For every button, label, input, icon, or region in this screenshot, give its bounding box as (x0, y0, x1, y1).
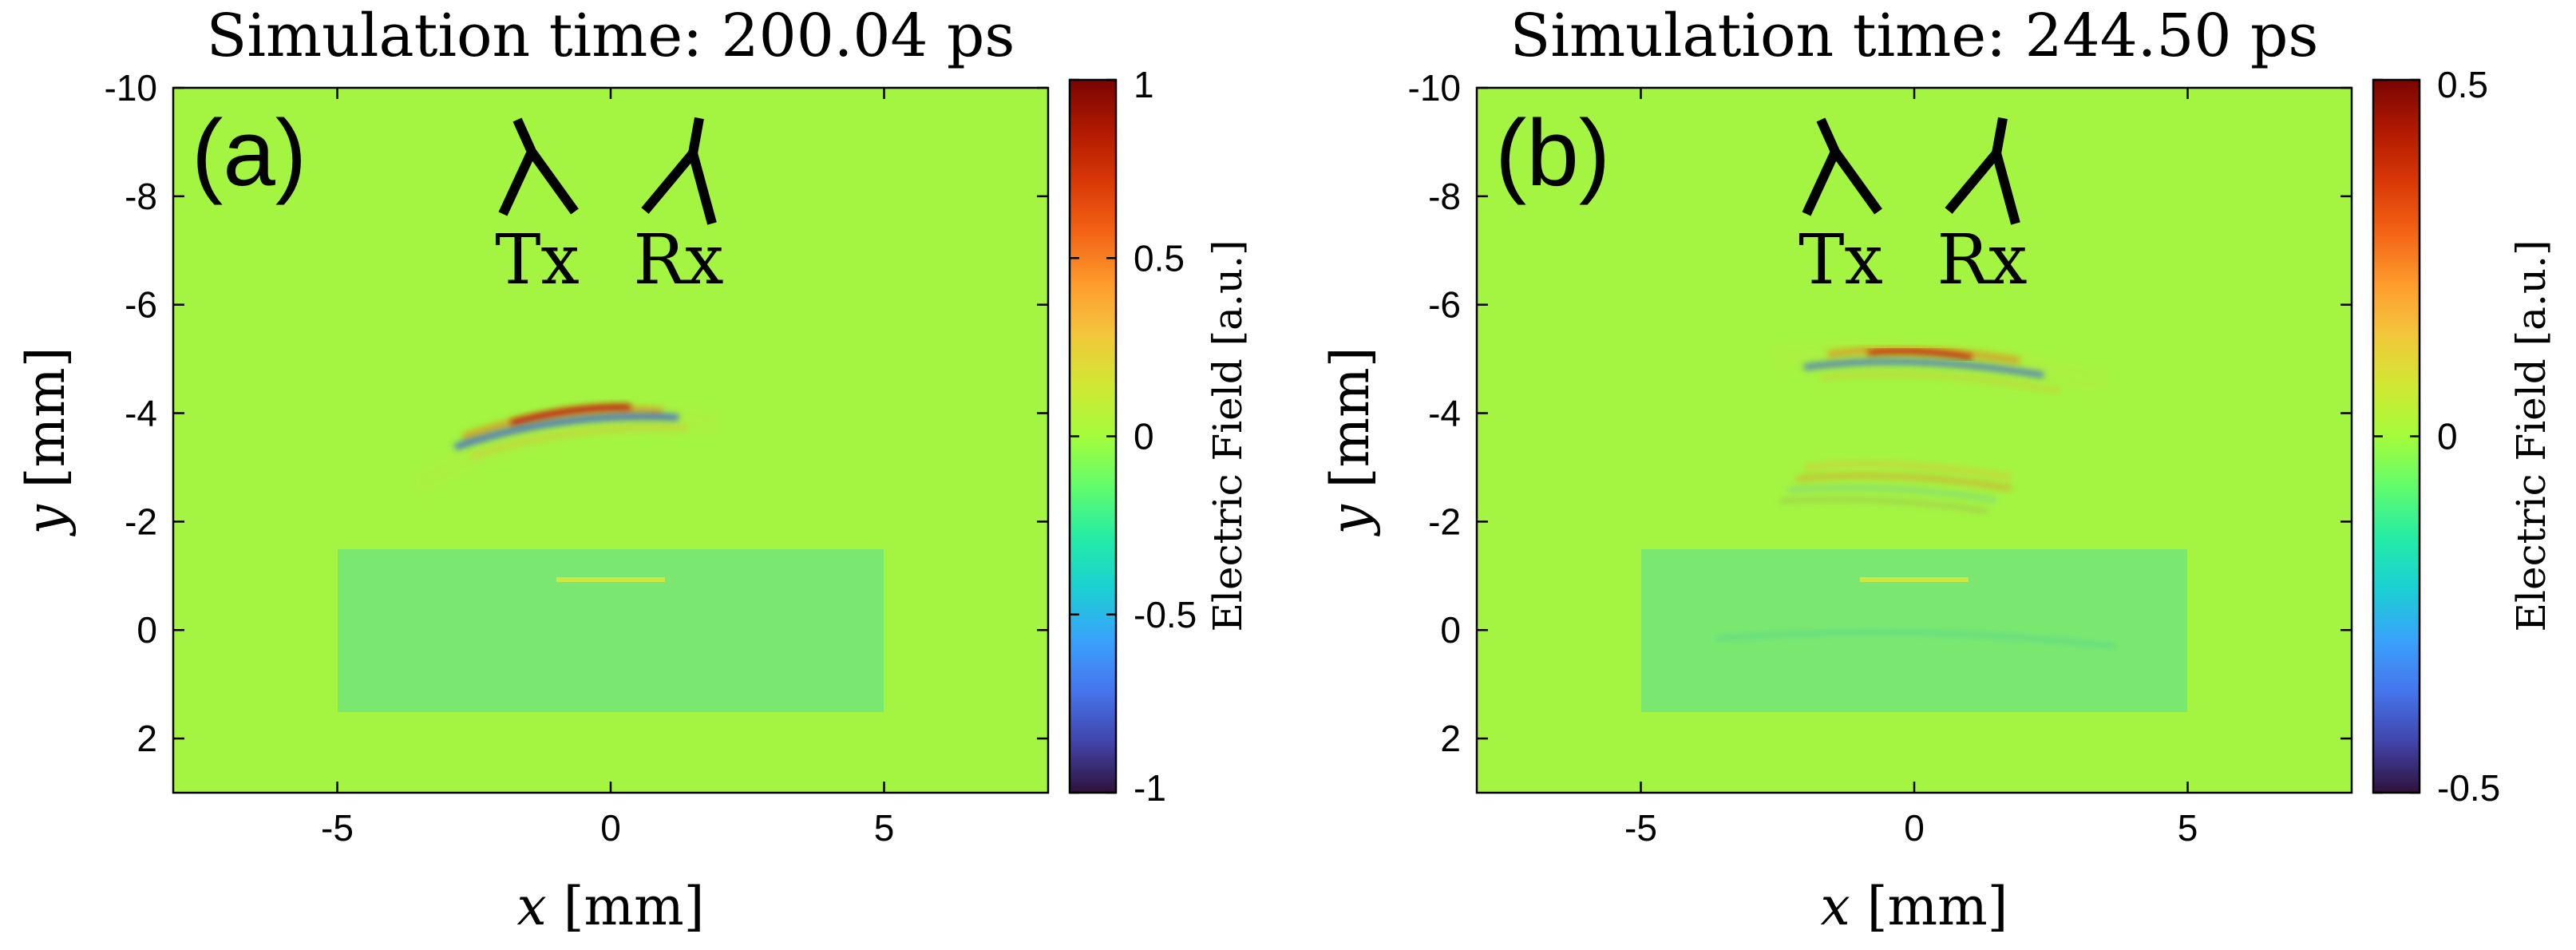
object-box-a (338, 549, 884, 712)
colorbar-tick-label: -0.5 (2437, 767, 2500, 809)
tx-label: Tx (1798, 220, 1883, 300)
y-axis-label-b: y [mm] (1320, 347, 1381, 537)
rx-antenna-icon (641, 117, 717, 225)
colorbar-tick-label: 0.5 (2437, 64, 2488, 105)
x-axis-label-a: x [mm] (517, 876, 705, 937)
colorbar-tick-label: -1 (1134, 767, 1166, 809)
y-tick-label: 2 (137, 718, 157, 759)
colorbar-tick-label: 0 (2437, 416, 2458, 457)
colorbar-tick-label: 1 (1134, 64, 1154, 105)
y-tick-label: -2 (125, 501, 157, 542)
chart-title-a: Simulation time: 200.04 ps (207, 2, 1015, 70)
x-tick-label: -5 (1624, 807, 1657, 849)
panel-b: Tx Rx (b) -5 0 5 -10 -8 -6 -4 -2 0 2 Simulation t… (1320, 2, 2554, 937)
y-tick-label: -4 (125, 393, 157, 434)
x-tick-label: -5 (321, 807, 354, 849)
y-tick-label: -4 (1428, 393, 1461, 434)
y-tick-label: -6 (1428, 284, 1461, 326)
x-tick-label: 5 (2178, 807, 2198, 849)
x-tick-label: 0 (1904, 807, 1925, 849)
colorbar-label-a: Electric Field [a.u.] (1205, 240, 1251, 632)
rx-antenna-icon (1945, 117, 2020, 225)
y-tick-label: -2 (1428, 501, 1461, 542)
y-tick-label: -6 (125, 284, 157, 326)
colorbar-tick-label: 0 (1134, 416, 1154, 457)
y-tick-label: 0 (137, 609, 157, 651)
panel-label-a: (a) (192, 101, 307, 206)
colorbar-label-b: Electric Field [a.u.] (2508, 240, 2554, 632)
y-tick-label: -8 (125, 176, 157, 217)
y-tick-label: -8 (1428, 176, 1461, 217)
chart-title-b: Simulation time: 244.50 ps (1510, 2, 2319, 70)
panel-a: Tx Rx (a) -5 0 5-10-8-6-4-202 Simulation t… (15, 2, 1251, 937)
wavefront-b-lower (1779, 461, 2012, 513)
x-tick-label: 5 (874, 807, 895, 849)
x-axis-label-b: x [mm] (1821, 876, 2008, 937)
axis-ticks-b: -5 0 5 -10 -8 -6 -4 -2 0 2 (1408, 67, 2352, 849)
y-tick-label: 0 (1440, 609, 1461, 651)
x-tick-label: 0 (600, 807, 621, 849)
tx-antenna-icon (498, 117, 579, 216)
colorbar-ticks-b: 0.5 0 -0.5 (2373, 64, 2500, 809)
panel-label-b: (b) (1495, 101, 1610, 206)
tx-antenna-icon (1802, 117, 1882, 216)
wavefront-b-upper (1770, 338, 2111, 397)
wavefront-a (408, 404, 721, 499)
y-tick-label: -10 (1408, 67, 1461, 109)
y-axis-label-a: y [mm] (15, 347, 77, 537)
rx-label: Rx (633, 220, 723, 300)
tx-label: Tx (495, 220, 580, 300)
rx-label: Rx (1937, 220, 2027, 300)
colorbar-tick-label: 0.5 (1134, 237, 1185, 279)
reflection-b (1715, 630, 2116, 649)
colorbar-ticks-a: 1 0.5 0 -0.5 -1 (1070, 64, 1197, 809)
axis-ticks-a: -5 0 5 -10 -8 -6 -4 -2 0 2 (105, 67, 1048, 849)
colorbar-tick-label: -0.5 (1134, 594, 1197, 635)
y-tick-label: 2 (1440, 718, 1461, 759)
y-tick-label: -10 (105, 67, 157, 109)
